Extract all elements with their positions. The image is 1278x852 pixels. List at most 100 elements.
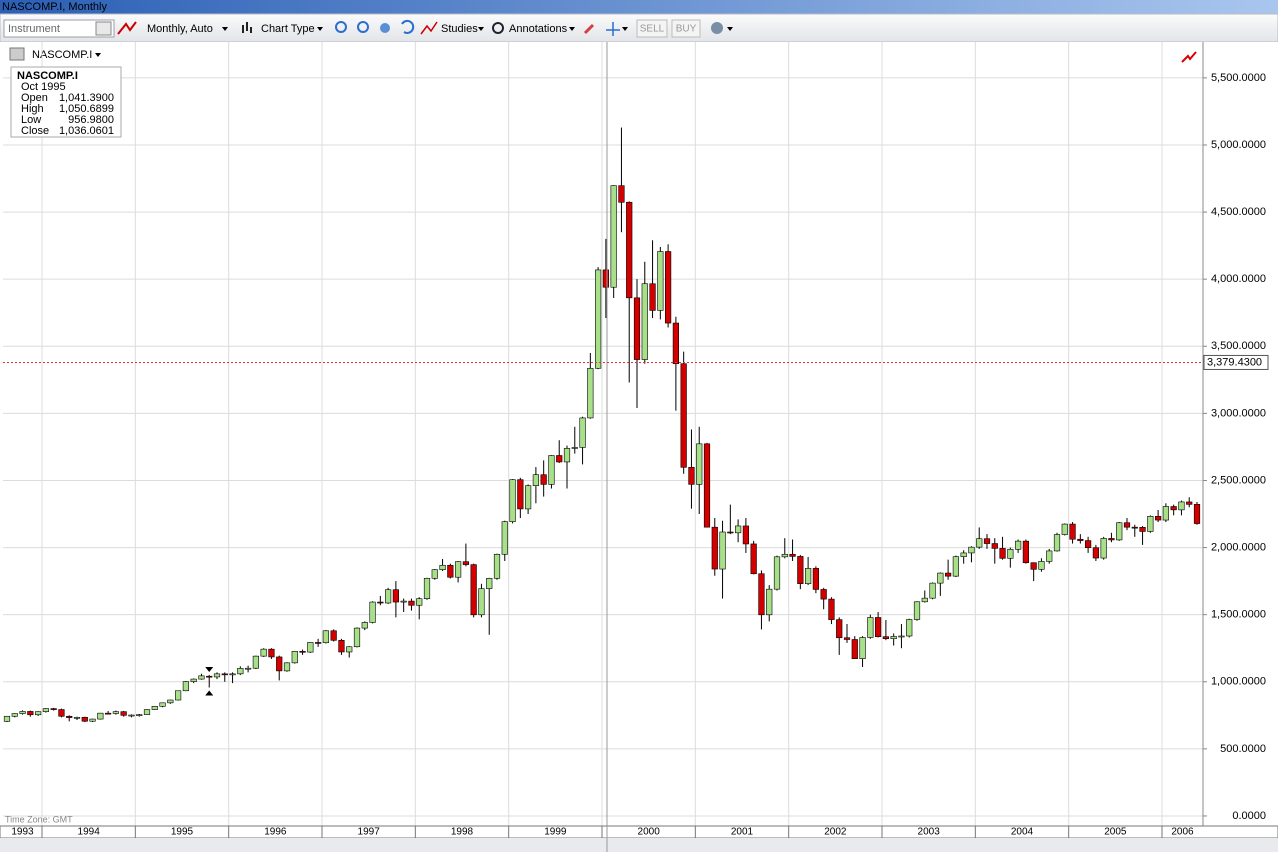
buy-button[interactable] bbox=[671, 19, 701, 38]
eraser-icon[interactable] bbox=[583, 23, 595, 35]
candle-body bbox=[1186, 501, 1193, 505]
candle-body bbox=[680, 363, 687, 468]
candle-body bbox=[486, 577, 493, 589]
y-tick-label: 5,000.0000 bbox=[1211, 139, 1266, 151]
candle-body bbox=[190, 678, 197, 682]
candle-body bbox=[579, 417, 586, 448]
instrument-picker[interactable] bbox=[95, 21, 112, 36]
candle-body bbox=[937, 572, 944, 584]
candle-body bbox=[1193, 504, 1201, 524]
candle-body bbox=[237, 668, 244, 675]
candle-body bbox=[626, 201, 633, 299]
candle-body bbox=[867, 617, 874, 638]
candle-body bbox=[719, 531, 726, 570]
pan-icon[interactable] bbox=[380, 23, 390, 33]
candle-body bbox=[27, 711, 34, 716]
y-tick-label: 3,500.0000 bbox=[1211, 340, 1266, 352]
candle-body bbox=[875, 617, 882, 637]
candle-body bbox=[105, 712, 112, 715]
candle-body bbox=[1007, 549, 1014, 559]
candle-body bbox=[447, 564, 454, 578]
reset-icon[interactable] bbox=[401, 19, 415, 34]
candle-body bbox=[112, 711, 119, 714]
candle-body bbox=[672, 322, 679, 365]
current-level-label: 3,379.4300 bbox=[1207, 356, 1262, 368]
candle-body bbox=[1100, 538, 1107, 559]
candle-body bbox=[976, 538, 983, 548]
tooltip bbox=[10, 66, 122, 138]
x-tick-label: 1996 bbox=[264, 827, 287, 838]
candle-body bbox=[945, 572, 952, 577]
candle-body bbox=[377, 601, 384, 604]
candle-body bbox=[50, 708, 57, 710]
candle-body bbox=[392, 589, 399, 603]
candle-body bbox=[812, 568, 819, 590]
zoom-in[interactable] bbox=[335, 21, 347, 33]
studies-menu[interactable]: Studies bbox=[441, 23, 478, 35]
quick-chart-icon[interactable] bbox=[117, 21, 137, 35]
candle-body bbox=[703, 443, 711, 528]
chart-type-menu[interactable]: Chart Type bbox=[261, 23, 315, 35]
dropdown-arrow bbox=[569, 27, 575, 31]
candle-body bbox=[322, 630, 329, 644]
candle-body bbox=[742, 525, 749, 545]
candle-body bbox=[89, 718, 96, 722]
dropdown-arrow bbox=[478, 27, 484, 31]
time-zone: Time Zone: GMT bbox=[5, 814, 73, 824]
candle-body bbox=[773, 556, 781, 590]
candle-body bbox=[890, 636, 897, 639]
tooltip-title: NASCOMP.I bbox=[17, 70, 78, 82]
candle-body bbox=[517, 479, 524, 510]
x-tick-label: 1998 bbox=[451, 827, 474, 838]
candle-body bbox=[929, 582, 936, 599]
candle-body bbox=[509, 479, 516, 522]
settings-icon[interactable] bbox=[711, 22, 723, 34]
candle-body bbox=[213, 673, 221, 678]
candle-body bbox=[245, 667, 252, 670]
candle-body bbox=[307, 642, 314, 653]
candle-body bbox=[1162, 506, 1169, 521]
candle-body bbox=[431, 569, 438, 579]
candle-body bbox=[81, 717, 88, 722]
candle-body bbox=[1092, 547, 1099, 559]
candle-body bbox=[3, 715, 11, 722]
crosshair-icon[interactable] bbox=[606, 22, 620, 36]
candle-body bbox=[120, 711, 127, 716]
sell-label: SELL bbox=[640, 24, 665, 35]
zoom-out[interactable] bbox=[357, 21, 369, 33]
candle-body bbox=[1077, 538, 1084, 541]
candle-body bbox=[1069, 523, 1076, 540]
instrument-input[interactable] bbox=[3, 19, 115, 38]
x-tick-label: 2004 bbox=[1011, 827, 1034, 838]
candle-body bbox=[423, 577, 431, 599]
candle-body bbox=[711, 526, 718, 570]
candle-body bbox=[797, 556, 804, 584]
candle-body bbox=[66, 715, 73, 718]
candle-body bbox=[968, 546, 975, 554]
candle-body bbox=[276, 656, 283, 672]
candle-body bbox=[501, 521, 508, 555]
candle-body bbox=[556, 455, 563, 463]
candle-body bbox=[1085, 540, 1092, 549]
dropdown-arrow bbox=[727, 27, 733, 31]
candle-body bbox=[649, 283, 656, 311]
candle-body bbox=[532, 474, 539, 487]
candle-body bbox=[882, 636, 889, 639]
candle-body bbox=[478, 588, 485, 616]
interval-menu[interactable]: Monthly, Auto bbox=[147, 23, 213, 35]
candle-body bbox=[1108, 538, 1115, 541]
y-tick-label: 4,000.0000 bbox=[1211, 273, 1266, 285]
current-level-box bbox=[1203, 354, 1269, 370]
candle-body bbox=[416, 598, 423, 606]
candle-body bbox=[1038, 561, 1045, 570]
instrument-selector[interactable]: NASCOMP.I bbox=[32, 49, 92, 61]
candle-body bbox=[361, 622, 368, 629]
candle-body bbox=[750, 543, 757, 575]
candle-body bbox=[1139, 527, 1146, 532]
candle-body bbox=[836, 619, 843, 639]
candle-body bbox=[851, 639, 858, 659]
sell-button[interactable] bbox=[636, 19, 668, 38]
annotations-menu[interactable]: Annotations bbox=[509, 23, 568, 35]
candle-body bbox=[1123, 522, 1131, 528]
candle-body bbox=[921, 597, 928, 603]
